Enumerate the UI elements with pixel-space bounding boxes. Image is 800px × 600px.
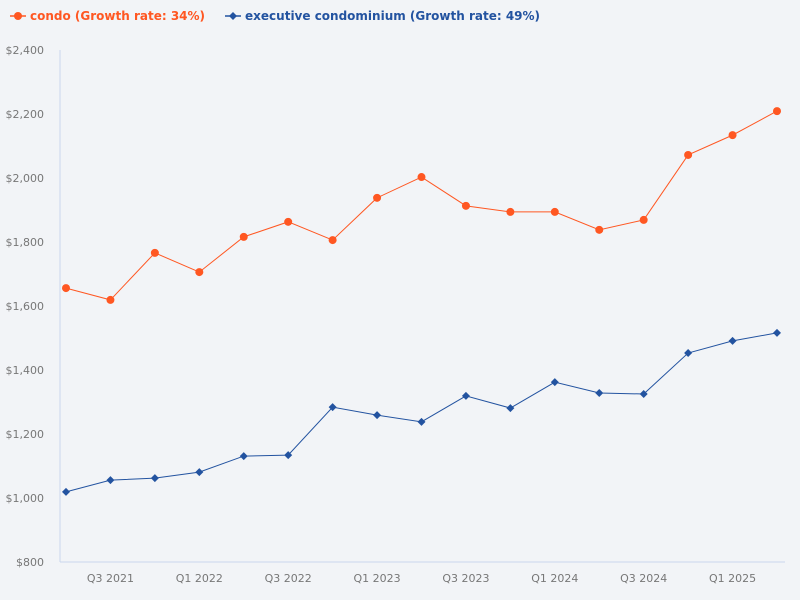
data-point-executive-condominium xyxy=(417,417,426,426)
y-tick-label: $1,400 xyxy=(6,364,45,377)
y-tick-label: $2,200 xyxy=(6,108,45,121)
data-point-condo xyxy=(328,236,337,245)
series-line-executive-condominium xyxy=(65,332,778,493)
data-point-condo xyxy=(728,131,737,140)
data-point-executive-condominium xyxy=(106,476,115,485)
y-tick-label: $1,800 xyxy=(6,236,45,249)
x-tick-label: Q3 2023 xyxy=(442,572,489,585)
data-point-executive-condominium xyxy=(639,390,648,398)
x-tick-label: Q1 2022 xyxy=(176,572,223,585)
legend-item-condo[interactable]: condo (Growth rate: 34%) xyxy=(10,9,205,23)
circle-marker-icon xyxy=(10,12,26,20)
y-tick-label: $1,000 xyxy=(6,492,45,505)
data-point-executive-condominium xyxy=(373,411,382,420)
data-point-condo xyxy=(106,295,115,304)
data-point-condo xyxy=(373,193,382,202)
y-tick-label: $2,000 xyxy=(6,172,45,185)
y-tick-label: $1,200 xyxy=(6,428,45,441)
data-point-executive-condominium xyxy=(284,451,293,460)
series-line-condo xyxy=(65,110,778,301)
data-point-condo xyxy=(595,225,604,234)
data-point-executive-condominium xyxy=(728,336,737,345)
data-point-condo xyxy=(417,173,426,182)
data-point-executive-condominium xyxy=(62,487,70,496)
x-tick-label: Q1 2024 xyxy=(531,572,578,585)
data-point-condo xyxy=(239,232,248,241)
x-tick-label: Q1 2023 xyxy=(353,572,400,585)
data-point-executive-condominium xyxy=(461,391,470,400)
data-point-condo xyxy=(639,215,648,224)
data-point-executive-condominium xyxy=(773,328,781,337)
data-point-condo xyxy=(550,207,559,216)
data-point-executive-condominium xyxy=(328,403,337,412)
legend-label-executive-condominium: executive condominium (Growth rate: 49%) xyxy=(245,9,541,23)
data-point-condo xyxy=(195,268,204,277)
data-point-condo xyxy=(684,150,693,159)
x-tick-label: Q3 2024 xyxy=(620,572,667,585)
legend: condo (Growth rate: 34%) executive condo… xyxy=(10,9,540,23)
diamond-marker-icon xyxy=(225,12,242,20)
data-point-condo xyxy=(773,107,781,116)
data-point-executive-condominium xyxy=(550,378,559,387)
data-point-executive-condominium xyxy=(595,389,604,398)
legend-item-executive-condominium[interactable]: executive condominium (Growth rate: 49%) xyxy=(225,9,540,23)
x-tick-label: Q3 2021 xyxy=(87,572,134,585)
data-point-condo xyxy=(461,201,470,210)
y-tick-label: $800 xyxy=(16,556,44,569)
legend-label-condo: condo (Growth rate: 34%) xyxy=(30,9,206,23)
data-point-executive-condominium xyxy=(150,474,159,483)
x-tick-label: Q3 2022 xyxy=(265,572,312,585)
data-point-executive-condominium xyxy=(195,468,204,477)
y-tick-label: $2,400 xyxy=(6,44,45,57)
data-point-condo xyxy=(150,248,159,257)
data-point-condo xyxy=(284,217,293,226)
data-point-executive-condominium xyxy=(239,452,248,461)
data-point-executive-condominium xyxy=(684,349,693,358)
x-tick-label: Q1 2025 xyxy=(709,572,756,585)
data-point-condo xyxy=(62,284,70,293)
y-tick-label: $1,600 xyxy=(6,300,45,313)
data-point-executive-condominium xyxy=(506,404,515,413)
data-point-condo xyxy=(506,207,515,216)
